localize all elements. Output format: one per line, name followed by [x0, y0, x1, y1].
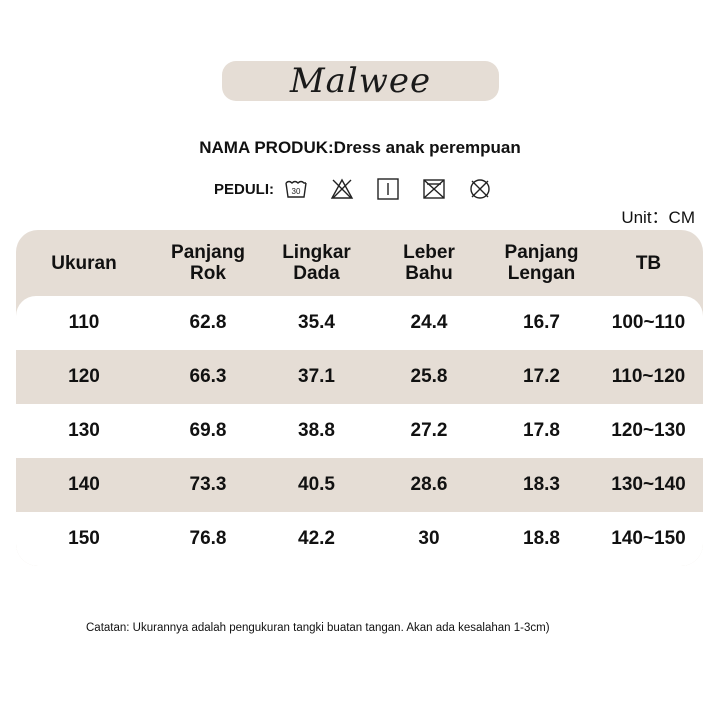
header-panjang-rok: Panjang Rok [171, 242, 245, 284]
cell-tb: 110~120 [611, 366, 686, 387]
cell-panjang-rok: 73.3 [189, 474, 227, 495]
cell-tb: 120~130 [611, 420, 686, 441]
care-instructions: PEDULI: 30 [214, 176, 514, 202]
header-ukuran: Ukuran [51, 252, 117, 274]
header-lingkar-dada: Lingkar Dada [282, 242, 351, 284]
no-bleach-icon [330, 177, 354, 201]
table-row: 150 76.8 42.2 30 18.8 140~150 [16, 512, 703, 566]
cell-panjang-rok: 66.3 [189, 366, 227, 387]
cell-panjang-lengan: 18.3 [523, 474, 560, 495]
cell-panjang-rok: 76.8 [189, 528, 227, 549]
cell-panjang-lengan: 16.7 [523, 312, 560, 333]
cell-panjang-rok: 69.8 [189, 420, 227, 441]
cell-lingkar-dada: 40.5 [298, 474, 335, 495]
cell-panjang-lengan: 18.8 [523, 528, 560, 549]
cell-leber-bahu: 28.6 [410, 474, 448, 495]
cell-panjang-rok: 62.8 [189, 312, 227, 333]
cell-leber-bahu: 30 [418, 528, 440, 549]
cell-tb: 140~150 [611, 528, 686, 549]
cell-ukuran: 150 [68, 528, 100, 549]
care-label: PEDULI: [214, 180, 274, 198]
product-title: NAMA PRODUK:Dress anak perempuan [199, 138, 521, 157]
cell-tb: 130~140 [611, 474, 686, 495]
cell-tb: 100~110 [611, 312, 686, 333]
wash-30-icon: 30 [284, 177, 308, 201]
no-dry-clean-icon [468, 177, 492, 201]
cell-leber-bahu: 27.2 [410, 420, 448, 441]
cell-ukuran: 110 [68, 312, 100, 333]
brand-logo-pill: Malwee [222, 61, 499, 101]
size-table: Ukuran Panjang Rok Lingkar Dada Leber Bahu … [16, 230, 703, 566]
header-tb: TB [635, 252, 662, 274]
unit-label: Unit：CM [621, 208, 695, 227]
table-header: Ukuran Panjang Rok Lingkar Dada Leber Bahu … [16, 230, 703, 296]
cell-ukuran: 130 [68, 420, 100, 441]
table-row: 110 62.8 35.4 24.4 16.7 100~110 [16, 296, 703, 350]
cell-panjang-lengan: 17.2 [523, 366, 560, 387]
cell-ukuran: 120 [68, 366, 100, 387]
cell-leber-bahu: 24.4 [410, 312, 448, 333]
line-dry-icon [376, 177, 400, 201]
table-row: 140 73.3 40.5 28.6 18.3 130~140 [16, 458, 703, 512]
brand-logo: Malwee [289, 61, 432, 101]
cell-leber-bahu: 25.8 [410, 366, 448, 387]
cell-panjang-lengan: 17.8 [523, 420, 560, 441]
cell-lingkar-dada: 42.2 [298, 528, 335, 549]
header-panjang-lengan: Panjang Lengan [504, 242, 579, 284]
cell-ukuran: 140 [68, 474, 100, 495]
table-body: 110 62.8 35.4 24.4 16.7 100~110 120 66.3… [16, 296, 703, 566]
no-tumble-dry-icon [422, 177, 446, 201]
cell-lingkar-dada: 37.1 [298, 366, 335, 387]
cell-lingkar-dada: 35.4 [298, 312, 335, 333]
table-row: 130 69.8 38.8 27.2 17.8 120~130 [16, 404, 703, 458]
measurement-note: Catatan: Ukurannya adalah pengukuran tan… [86, 622, 550, 634]
header-leber-bahu: Leber Bahu [403, 242, 455, 284]
wash-temp: 30 [292, 187, 301, 196]
cell-lingkar-dada: 38.8 [298, 420, 335, 441]
table-row: 120 66.3 37.1 25.8 17.2 110~120 [16, 350, 703, 404]
